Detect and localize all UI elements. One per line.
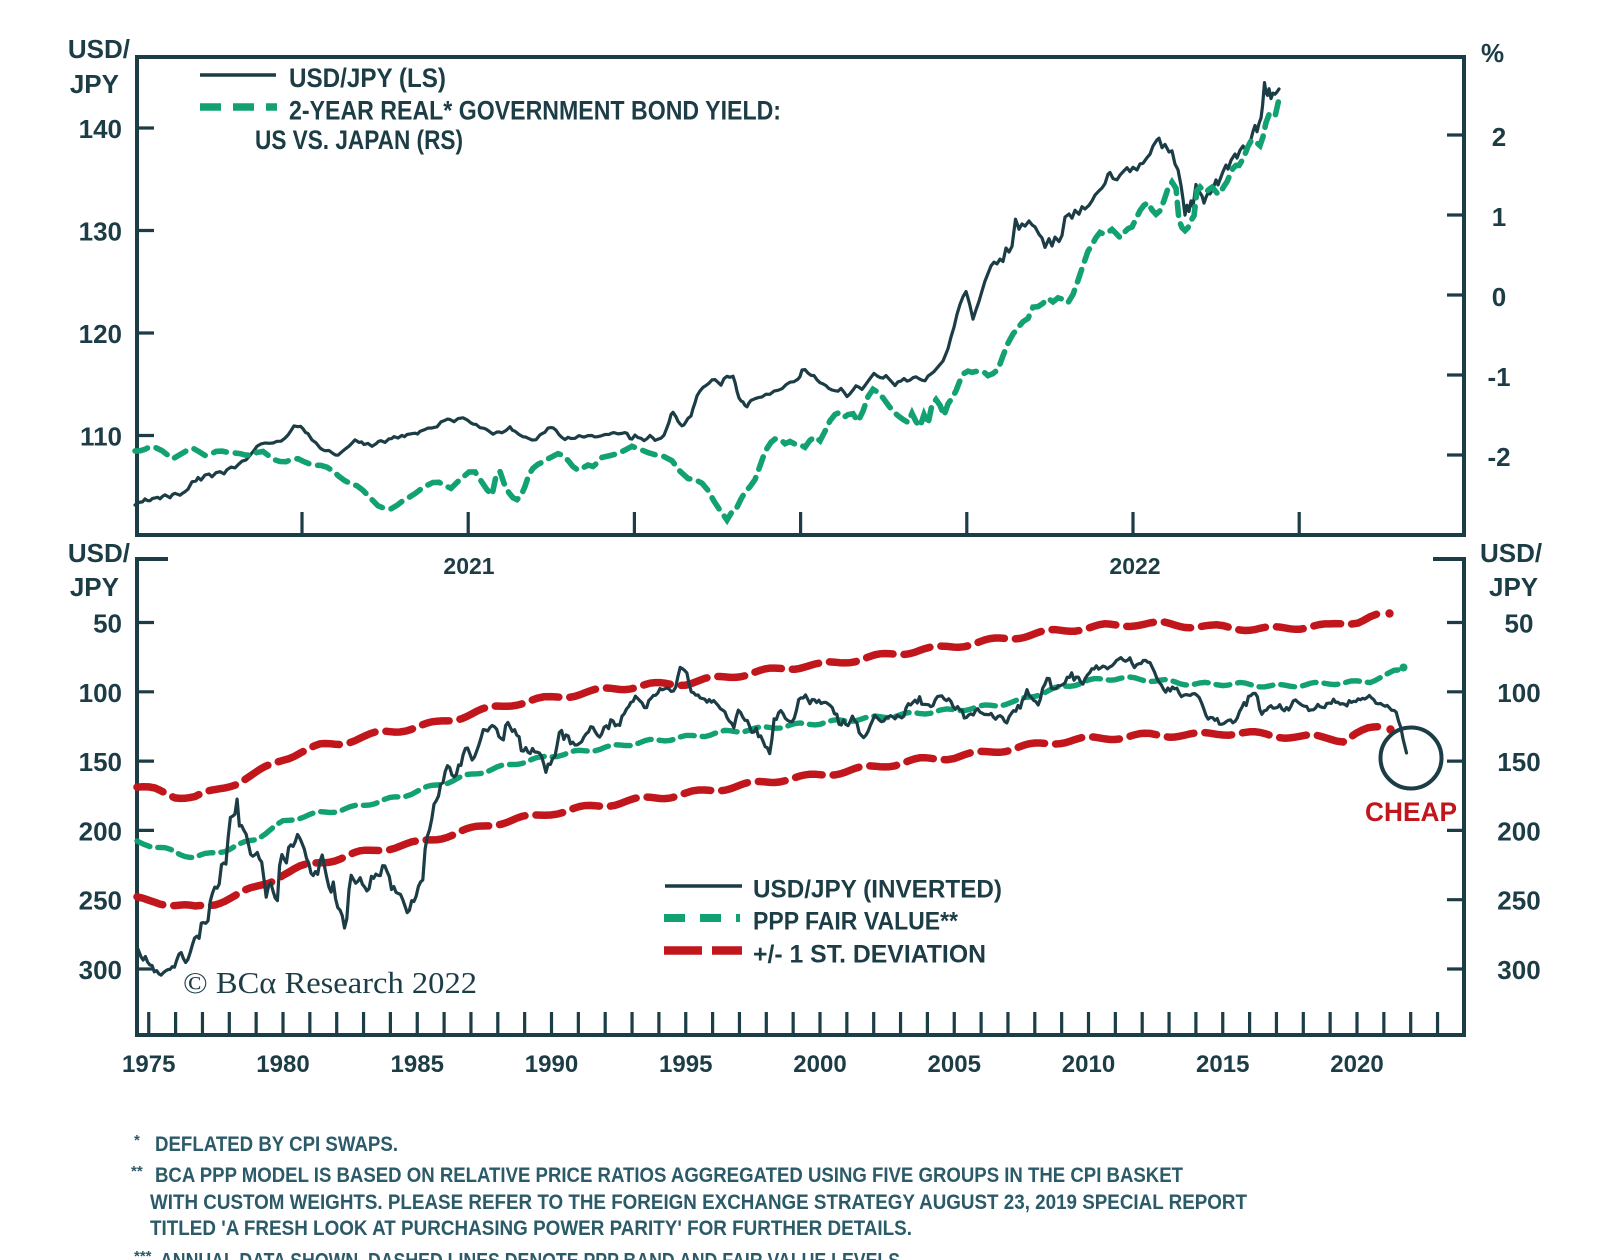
svg-text:*: * xyxy=(134,1132,140,1149)
svg-text:1980: 1980 xyxy=(256,1051,309,1078)
svg-text:2: 2 xyxy=(1492,122,1506,152)
svg-text:1995: 1995 xyxy=(659,1051,712,1078)
svg-text:150: 150 xyxy=(79,747,122,777)
svg-text:© BCα Research 2022: © BCα Research 2022 xyxy=(183,965,477,1000)
svg-text:JPY: JPY xyxy=(70,69,119,99)
svg-text:140: 140 xyxy=(79,114,122,144)
svg-text:120: 120 xyxy=(79,319,122,349)
svg-text:1985: 1985 xyxy=(391,1051,444,1078)
svg-text:110: 110 xyxy=(80,422,122,452)
svg-text:**: ** xyxy=(131,1163,143,1180)
svg-text:250: 250 xyxy=(1497,886,1540,916)
svg-text:USD/JPY (LS): USD/JPY (LS) xyxy=(289,63,446,93)
svg-text:2020: 2020 xyxy=(1330,1051,1383,1078)
svg-text:USD/: USD/ xyxy=(1480,538,1542,568)
svg-text:1: 1 xyxy=(1492,202,1506,232)
svg-text:USD/: USD/ xyxy=(68,34,130,64)
svg-text:300: 300 xyxy=(79,955,122,985)
svg-text:1975: 1975 xyxy=(122,1051,175,1078)
svg-text:%: % xyxy=(1481,38,1504,68)
svg-text:US VS. JAPAN (RS): US VS. JAPAN (RS) xyxy=(255,125,463,155)
svg-text:2005: 2005 xyxy=(928,1051,981,1078)
svg-text:50: 50 xyxy=(1505,609,1534,639)
svg-text:2022: 2022 xyxy=(1109,553,1160,579)
svg-text:-2: -2 xyxy=(1487,442,1510,472)
svg-text:+/- 1 ST. DEVIATION: +/- 1 ST. DEVIATION xyxy=(753,941,986,969)
svg-text:250: 250 xyxy=(79,886,122,916)
svg-text:USD/: USD/ xyxy=(68,538,130,568)
svg-text:2021: 2021 xyxy=(443,553,494,579)
svg-text:DEFLATED BY CPI SWAPS.: DEFLATED BY CPI SWAPS. xyxy=(155,1133,398,1156)
svg-text:TITLED 'A FRESH LOOK AT PURCHA: TITLED 'A FRESH LOOK AT PURCHASING POWER… xyxy=(150,1217,912,1240)
svg-text:2-YEAR REAL* GOVERNMENT BOND Y: 2-YEAR REAL* GOVERNMENT BOND YIELD: xyxy=(289,96,781,126)
svg-text:WITH CUSTOM WEIGHTS. PLEASE RE: WITH CUSTOM WEIGHTS. PLEASE REFER TO THE… xyxy=(150,1191,1247,1214)
svg-text:1990: 1990 xyxy=(525,1051,578,1078)
svg-text:2000: 2000 xyxy=(793,1051,846,1078)
svg-text:-1: -1 xyxy=(1487,362,1510,392)
svg-text:150: 150 xyxy=(1497,747,1540,777)
svg-text:100: 100 xyxy=(1497,678,1540,708)
svg-text:0: 0 xyxy=(1492,282,1506,312)
svg-text:50: 50 xyxy=(93,609,122,639)
svg-text:JPY: JPY xyxy=(1489,572,1538,602)
svg-text:2010: 2010 xyxy=(1062,1051,1115,1078)
svg-text:ANNUAL DATA SHOWN. DASHED LINE: ANNUAL DATA SHOWN. DASHED LINES DENOTE P… xyxy=(160,1250,905,1260)
svg-text:200: 200 xyxy=(1497,816,1540,846)
svg-text:USD/JPY (INVERTED): USD/JPY (INVERTED) xyxy=(753,876,1002,904)
svg-text:***: *** xyxy=(134,1248,152,1260)
svg-text:130: 130 xyxy=(79,217,122,247)
svg-text:JPY: JPY xyxy=(70,572,119,602)
svg-text:PPP FAIR VALUE**: PPP FAIR VALUE** xyxy=(753,908,958,936)
svg-text:2015: 2015 xyxy=(1196,1051,1249,1078)
svg-text:BCA PPP MODEL IS BASED ON RELA: BCA PPP MODEL IS BASED ON RELATIVE PRICE… xyxy=(155,1164,1183,1187)
svg-text:200: 200 xyxy=(79,816,122,846)
svg-text:CHEAP: CHEAP xyxy=(1365,797,1457,827)
svg-text:100: 100 xyxy=(79,678,122,708)
svg-text:300: 300 xyxy=(1497,955,1540,985)
